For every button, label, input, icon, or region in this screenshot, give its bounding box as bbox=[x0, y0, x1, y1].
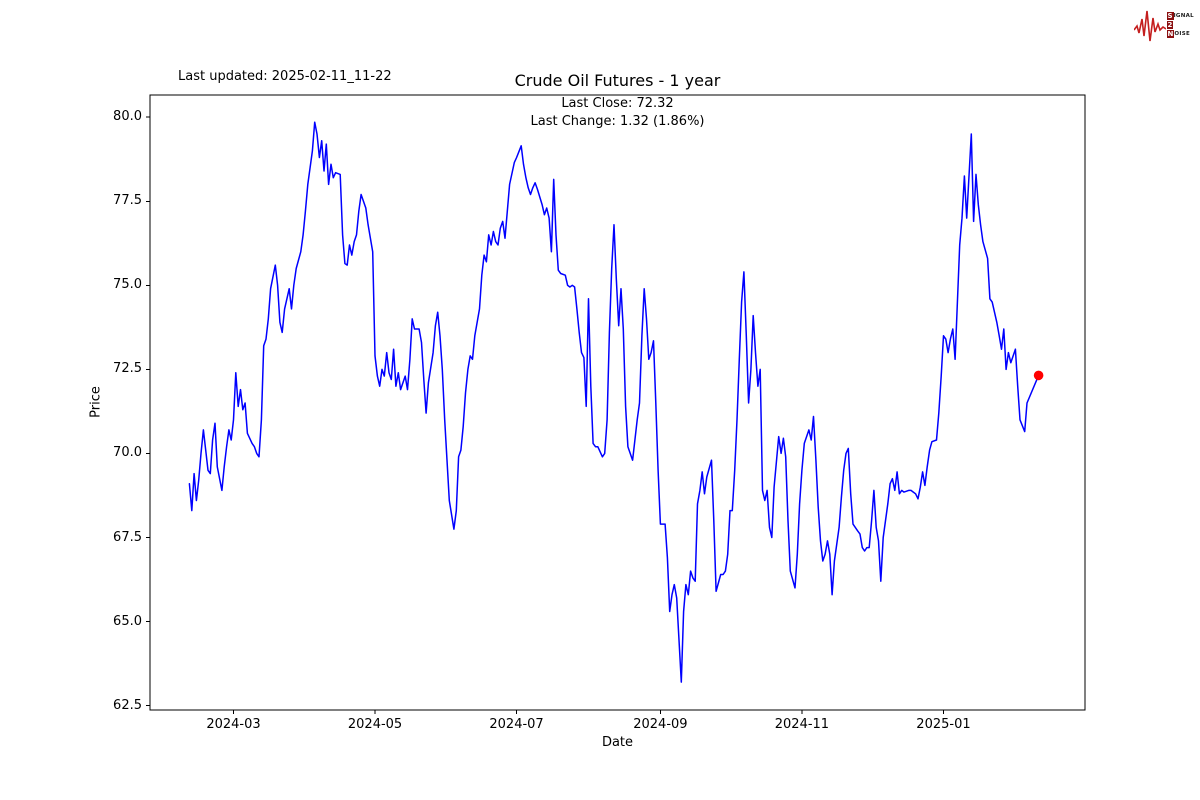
signal2noise-logo: S IGNAL 2 N OISE bbox=[1133, 5, 1194, 45]
last-close-annotation: Last Close: 72.32 Last Change: 1.32 (1.8… bbox=[150, 95, 1085, 131]
chart-title: Crude Oil Futures - 1 year bbox=[514, 71, 721, 90]
y-tick-label: 67.5 bbox=[113, 529, 142, 545]
x-tick-label: 2025-01 bbox=[916, 717, 971, 732]
x-tick-label: 2024-11 bbox=[774, 717, 830, 732]
y-tick-label: 80.0 bbox=[113, 109, 142, 125]
x-tick-label: 2024-05 bbox=[347, 717, 403, 732]
y-tick-label: 65.0 bbox=[113, 613, 142, 629]
logo-letter-2: 2 bbox=[1166, 21, 1174, 29]
last-close-line: Last Close: 72.32 bbox=[561, 96, 674, 111]
logo-letter-s: S bbox=[1166, 12, 1174, 20]
logo-letter-n: N bbox=[1166, 30, 1175, 38]
price-line-series bbox=[188, 121, 1040, 683]
y-axis-label: Price bbox=[88, 386, 104, 418]
y-tick-label: 62.5 bbox=[113, 697, 142, 713]
waveform-icon bbox=[1133, 10, 1166, 42]
last-change-line: Last Change: 1.32 (1.86%) bbox=[530, 114, 705, 129]
logo-text: S IGNAL 2 N OISE bbox=[1166, 12, 1194, 38]
x-tick-label: 2024-09 bbox=[633, 717, 688, 732]
y-tick-label: 70.0 bbox=[113, 445, 142, 461]
y-tick-label: 72.5 bbox=[113, 361, 142, 377]
last-close-marker-dot bbox=[1033, 370, 1044, 381]
tick-marks bbox=[146, 116, 944, 714]
x-tick-label: 2024-07 bbox=[489, 717, 544, 732]
last-updated-text: Last updated: 2025-02-11_11-22 bbox=[178, 69, 392, 84]
y-tick-label: 77.5 bbox=[113, 193, 142, 209]
axes-frame bbox=[149, 94, 1086, 711]
x-tick-label: 2024-03 bbox=[206, 717, 261, 732]
y-tick-label: 75.0 bbox=[113, 277, 142, 293]
x-axis-label: Date bbox=[601, 735, 634, 750]
